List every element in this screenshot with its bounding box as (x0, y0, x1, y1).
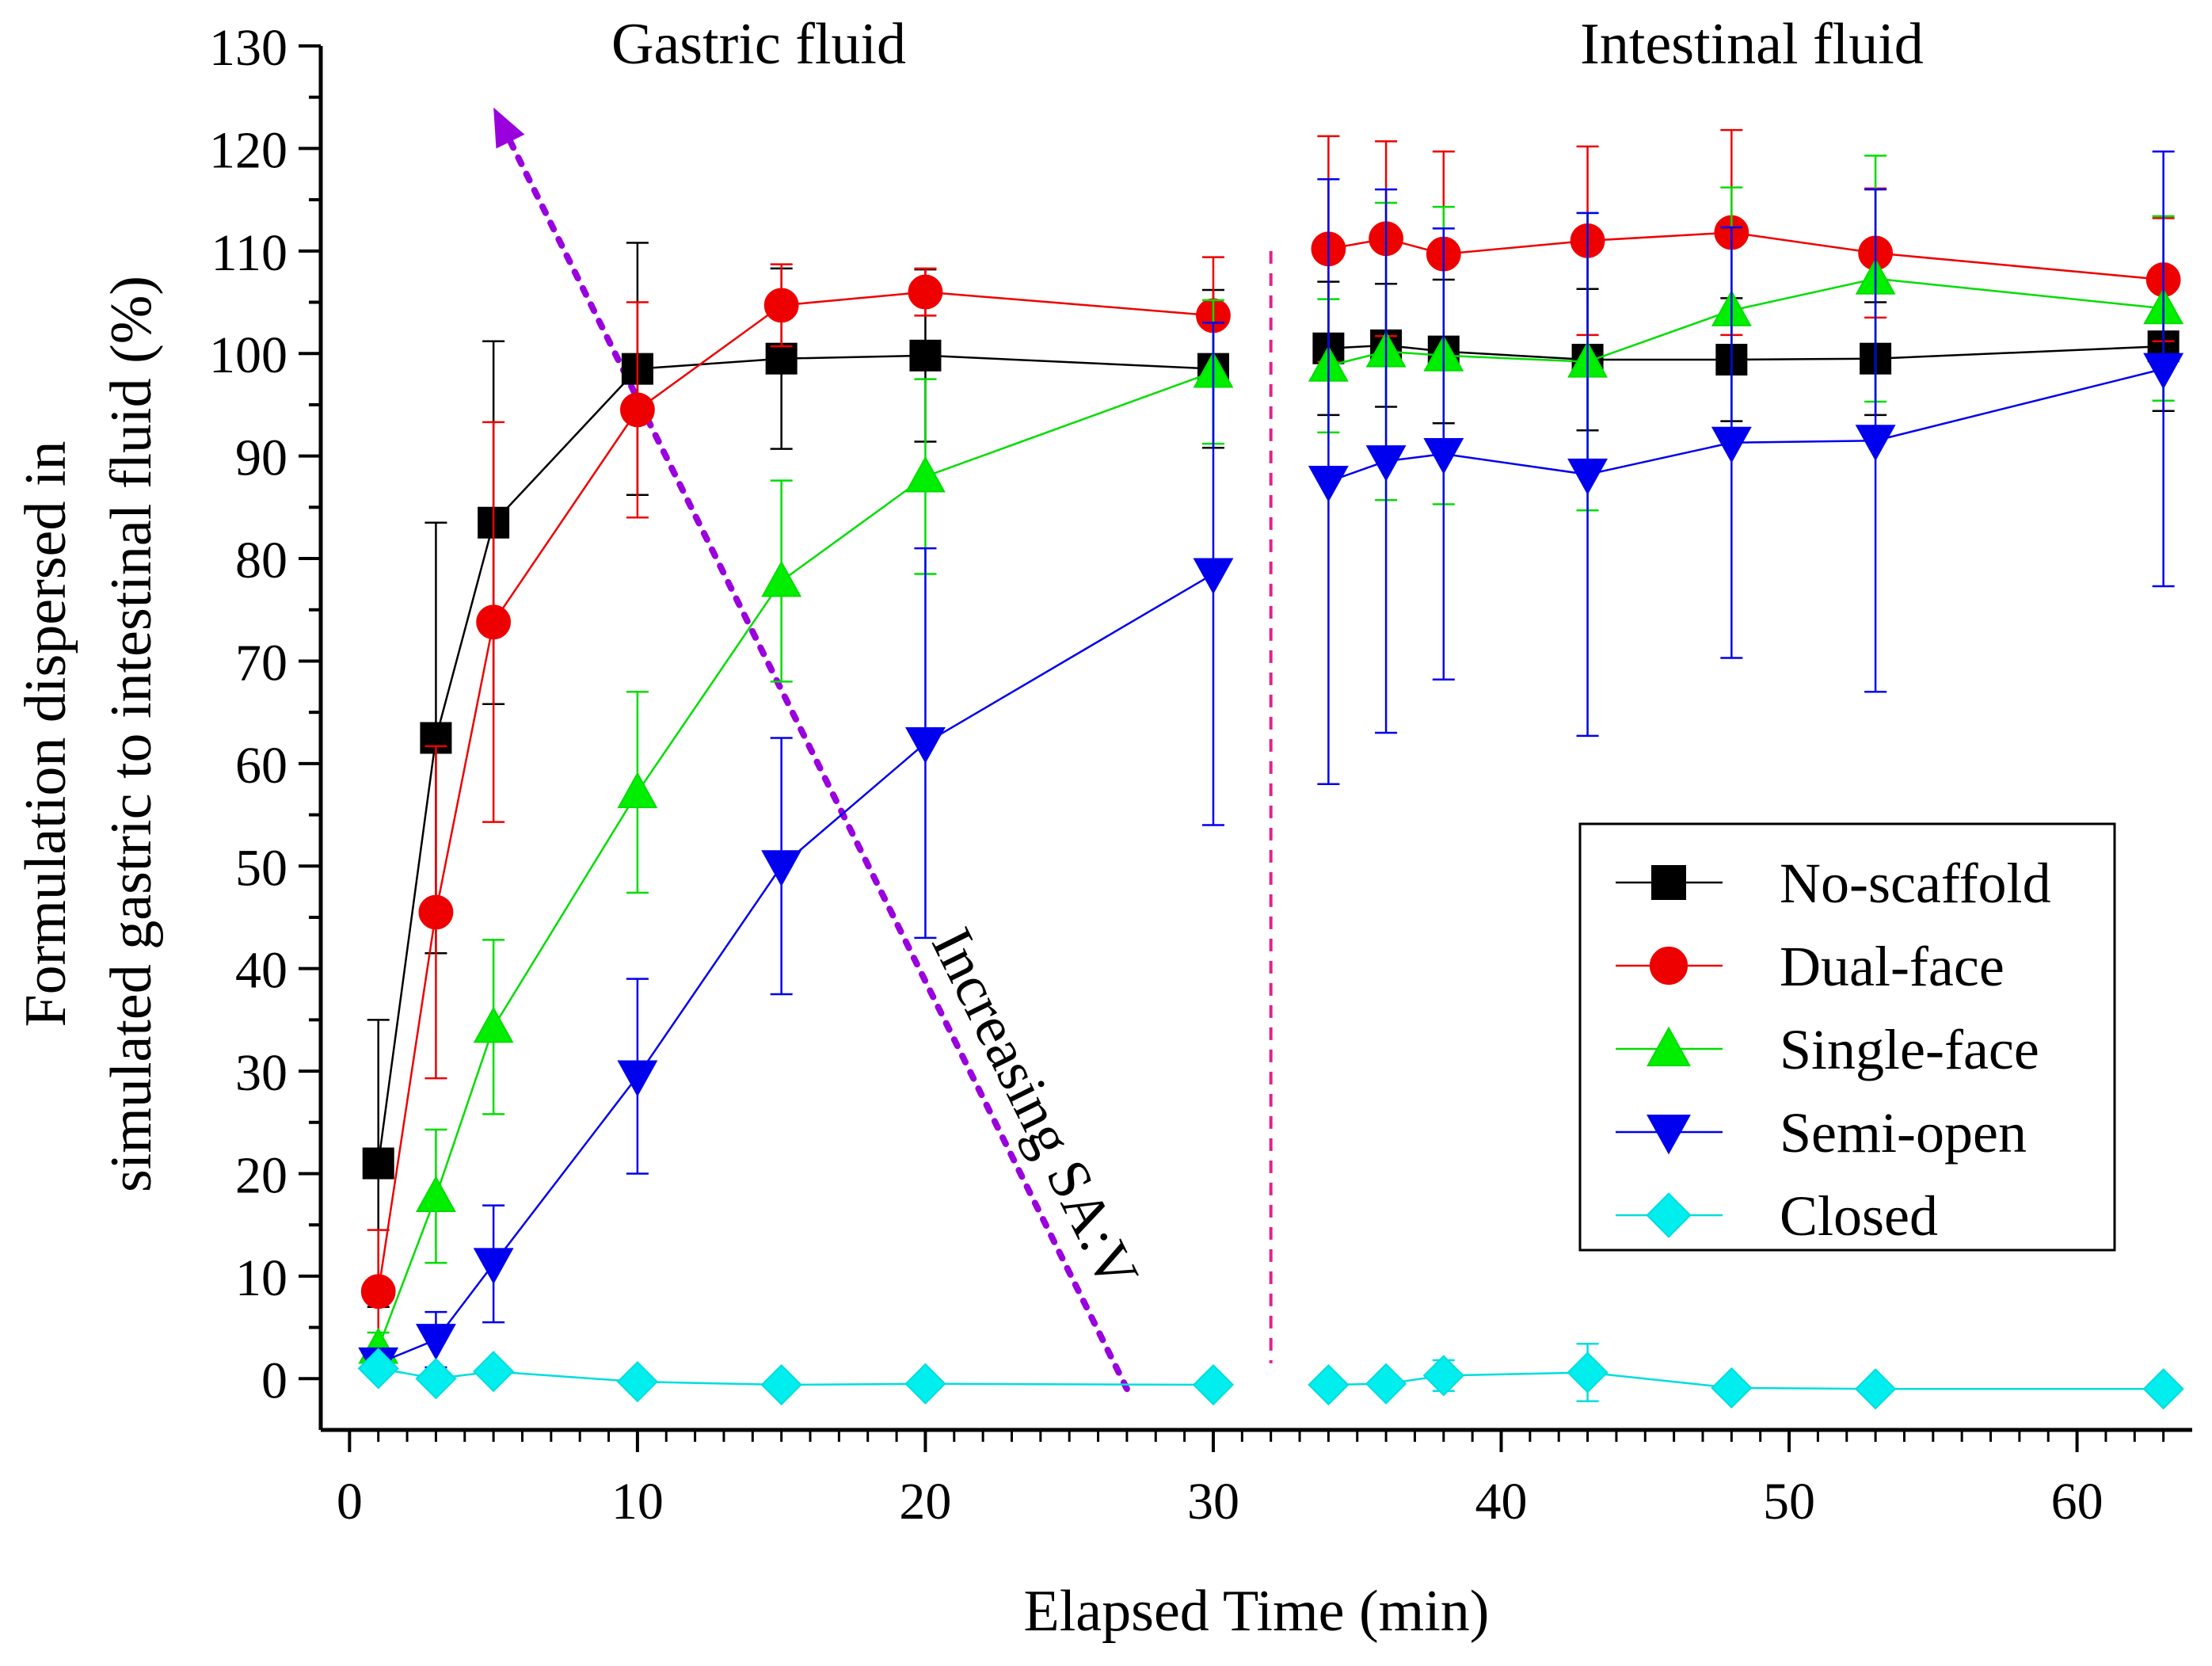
data-point (617, 772, 658, 809)
y-tick-label: 0 (261, 1351, 287, 1409)
legend: No-scaffold Dual-face Single-face Semi-open… (1578, 822, 2116, 1252)
data-point (415, 1358, 457, 1400)
x-axis-label: Elapsed Time (min) (1024, 1579, 1490, 1644)
arrow-shaft (507, 138, 1130, 1393)
data-point (2142, 1368, 2184, 1410)
legend-marker (1649, 946, 1689, 985)
x-tick-label: 40 (1475, 1473, 1528, 1531)
data-point (1192, 1363, 1235, 1406)
arrow-head (493, 107, 525, 149)
x-tick-label: 10 (611, 1473, 664, 1531)
data-point (476, 604, 512, 640)
data-point (1422, 1355, 1464, 1397)
x-tick-label: 0 (337, 1473, 363, 1531)
y-axis-label-line1: Formulation dispersed in (13, 441, 78, 1027)
series-group (357, 128, 2184, 1410)
data-point (2143, 353, 2184, 390)
legend-label: Dual-face (1780, 935, 2005, 998)
legend-marker (1646, 1192, 1692, 1238)
data-point (765, 342, 798, 375)
legend-marker (1651, 865, 1686, 900)
data-point (616, 1361, 659, 1403)
legend-marker (1647, 1115, 1691, 1155)
y-tick-label: 50 (235, 839, 287, 897)
legend-label: Closed (1780, 1184, 1938, 1248)
x-tick-label: 50 (1763, 1473, 1815, 1531)
y-tick-label: 60 (235, 737, 287, 795)
data-point (1567, 1351, 1609, 1393)
data-point (904, 456, 946, 493)
data-point (1711, 1367, 1753, 1409)
series-closed (357, 1343, 2184, 1410)
y-tick-label: 10 (235, 1249, 287, 1307)
legend-label: Semi-open (1780, 1101, 2027, 1165)
data-point (760, 1363, 802, 1406)
series-line-intestinal (1327, 368, 2164, 483)
legend-label: Single-face (1780, 1018, 2039, 1081)
y-tick-label: 110 (211, 224, 287, 282)
y-tick-label: 100 (209, 326, 287, 384)
data-point (418, 894, 454, 930)
data-point (473, 1351, 515, 1393)
y-tick-label: 20 (235, 1146, 287, 1204)
data-point (619, 392, 655, 428)
data-point (763, 288, 799, 323)
data-point (1711, 426, 1752, 463)
y-tick-label: 80 (235, 532, 287, 589)
y-tick-label: 70 (235, 634, 287, 692)
y-tick-label: 90 (235, 429, 287, 487)
data-point (761, 560, 802, 597)
data-point (1365, 445, 1407, 482)
data-point (415, 1176, 456, 1212)
data-point (909, 339, 942, 372)
data-point (1365, 1363, 1407, 1405)
axes: 0 10 20 30 40 50 60 70 80 90 100 110 120 130 0 10 20 30 40… (209, 19, 2192, 1531)
region-label-intestinal: Intestinal fluid (1580, 12, 1924, 77)
x-tick-label: 60 (2051, 1473, 2103, 1531)
data-point (473, 1248, 514, 1285)
data-point (473, 1006, 514, 1043)
data-point (1308, 465, 1349, 502)
data-point (617, 1060, 658, 1097)
data-point (1423, 438, 1464, 475)
y-tick-label: 130 (209, 19, 287, 77)
sa-v-arrow (493, 107, 1130, 1393)
y-tick-label: 120 (209, 121, 287, 179)
data-point (904, 1363, 946, 1405)
data-point (1193, 558, 1234, 595)
region-label-gastric: Gastric fluid (611, 12, 906, 77)
data-point (761, 850, 802, 887)
y-tick-label: 30 (235, 1044, 287, 1102)
data-point (362, 1147, 394, 1180)
data-point (1567, 458, 1609, 495)
data-point (1854, 1368, 1897, 1410)
x-tick-label: 30 (1187, 1473, 1239, 1531)
data-point (908, 274, 943, 310)
data-point (904, 726, 946, 764)
annotation-increasing-sav: Increasing SA:V (919, 918, 1151, 1298)
data-point (415, 1324, 456, 1360)
legend-label: No-scaffold (1780, 852, 2051, 915)
legend-marker (1647, 1026, 1691, 1066)
series-semi-open (358, 151, 2184, 1384)
y-axis-label-line2: simulated gastric to intestinal fluid (%… (99, 276, 164, 1192)
data-point (1855, 425, 1896, 462)
data-point (357, 1348, 399, 1390)
data-point (1308, 1363, 1350, 1406)
data-point (360, 1274, 396, 1310)
y-tick-label: 40 (235, 942, 287, 1000)
x-tick-label: 20 (899, 1473, 951, 1531)
